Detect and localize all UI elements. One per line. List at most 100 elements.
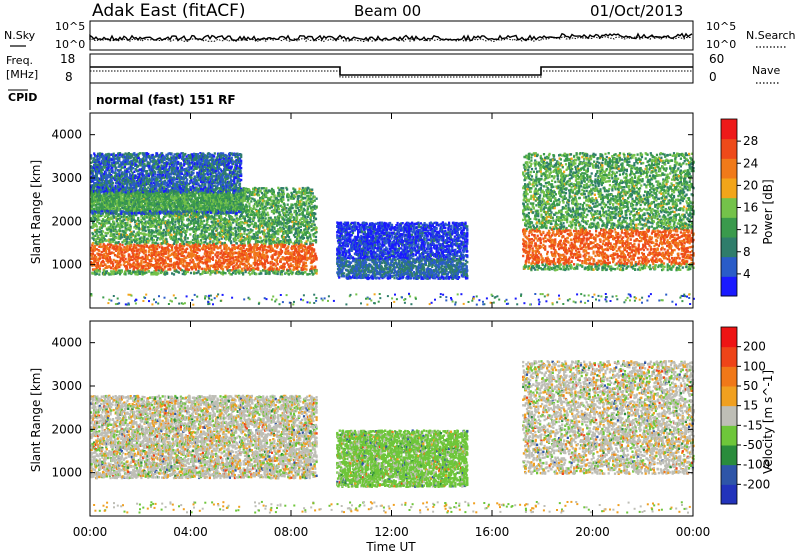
radar-summary-plot: Adak East (fitACF) Beam 00 01/Oct/2013 N… <box>0 0 800 554</box>
power-cell <box>221 249 223 251</box>
power-cell <box>170 234 172 236</box>
power-cell <box>182 252 184 254</box>
power-cell <box>251 251 253 253</box>
power-cell <box>138 225 140 227</box>
power-cell <box>274 216 276 218</box>
power-cell <box>231 269 233 271</box>
power-cell <box>276 261 278 263</box>
power-data-cells <box>90 152 695 306</box>
power-cell <box>98 260 100 262</box>
power-cell <box>119 230 121 232</box>
noise-right-tick-high: 10^5 <box>706 20 736 33</box>
power-cell <box>245 269 247 271</box>
power-cell <box>280 187 282 189</box>
power-cell <box>199 249 201 251</box>
power-cell <box>270 196 272 198</box>
power-cell <box>199 273 201 275</box>
power-cell <box>186 230 188 232</box>
power-cell <box>236 221 238 223</box>
power-cell <box>161 242 163 244</box>
power-cell <box>182 240 184 242</box>
power-cell <box>175 238 177 240</box>
power-cell <box>102 230 104 232</box>
power-cell <box>145 251 147 253</box>
power-cell <box>121 270 123 272</box>
power-cell <box>242 200 244 202</box>
power-cell <box>281 273 283 275</box>
power-cell <box>282 196 284 198</box>
power-cell <box>98 219 100 221</box>
power-cell <box>106 248 108 250</box>
power-cell <box>280 258 282 260</box>
power-cell <box>131 220 133 222</box>
power-cell <box>170 230 172 232</box>
power-cell <box>159 246 161 248</box>
power-cell <box>273 191 275 193</box>
power-cell <box>102 265 104 267</box>
power-cell <box>276 259 278 261</box>
power-cell <box>246 254 248 256</box>
power-cell <box>265 208 267 210</box>
power-cell <box>260 270 262 272</box>
power-cell <box>285 216 287 218</box>
power-cell <box>126 266 128 268</box>
power-cell <box>250 200 252 202</box>
power-cell <box>255 225 257 227</box>
power-cell <box>199 260 201 262</box>
power-cell <box>209 265 211 267</box>
power-cell <box>189 255 191 257</box>
power-cell <box>99 253 101 255</box>
power-cell <box>273 200 275 202</box>
power-cell <box>258 194 260 196</box>
power-cell <box>130 256 132 258</box>
power-cell <box>145 233 147 235</box>
power-cell <box>212 259 214 261</box>
power-cell <box>147 258 149 260</box>
power-cell <box>267 200 269 202</box>
power-cell <box>186 248 188 250</box>
power-cell <box>111 273 113 275</box>
power-cell <box>241 240 243 242</box>
power-cell <box>138 228 140 230</box>
power-cell <box>108 228 110 230</box>
power-cell <box>230 231 232 233</box>
power-cell <box>148 248 150 250</box>
power-cell <box>219 264 221 266</box>
power-cell <box>119 243 121 245</box>
date-title: 01/Oct/2013 <box>590 2 683 20</box>
power-cell <box>103 235 105 237</box>
power-cell <box>241 268 243 270</box>
power-cell <box>118 241 120 243</box>
power-cell <box>275 253 277 255</box>
power-cell <box>255 203 257 205</box>
power-cell <box>153 239 155 241</box>
power-cell <box>113 223 115 225</box>
power-cell <box>200 226 202 228</box>
power-cell <box>274 206 276 208</box>
power-cell <box>106 222 108 224</box>
power-cell <box>120 257 122 259</box>
power-cell <box>190 248 192 250</box>
power-cell <box>246 235 248 237</box>
power-cell <box>204 241 206 243</box>
power-cell <box>235 238 237 240</box>
power-cell <box>255 231 257 233</box>
power-cell <box>232 257 234 259</box>
power-cell <box>217 247 219 249</box>
power-cell <box>213 266 215 268</box>
power-cell <box>157 237 159 239</box>
power-cell <box>230 224 232 226</box>
power-cell <box>128 227 130 229</box>
power-cell <box>138 248 140 250</box>
power-cell <box>108 273 110 275</box>
power-cell <box>238 269 240 271</box>
power-cell <box>278 208 280 210</box>
power-cell <box>230 257 232 259</box>
power-cell <box>157 251 159 253</box>
power-cell <box>94 249 96 251</box>
power-cell <box>273 231 275 233</box>
power-cell <box>263 229 265 231</box>
power-cell <box>201 258 203 260</box>
power-cell <box>278 189 280 191</box>
power-cell <box>126 249 128 251</box>
